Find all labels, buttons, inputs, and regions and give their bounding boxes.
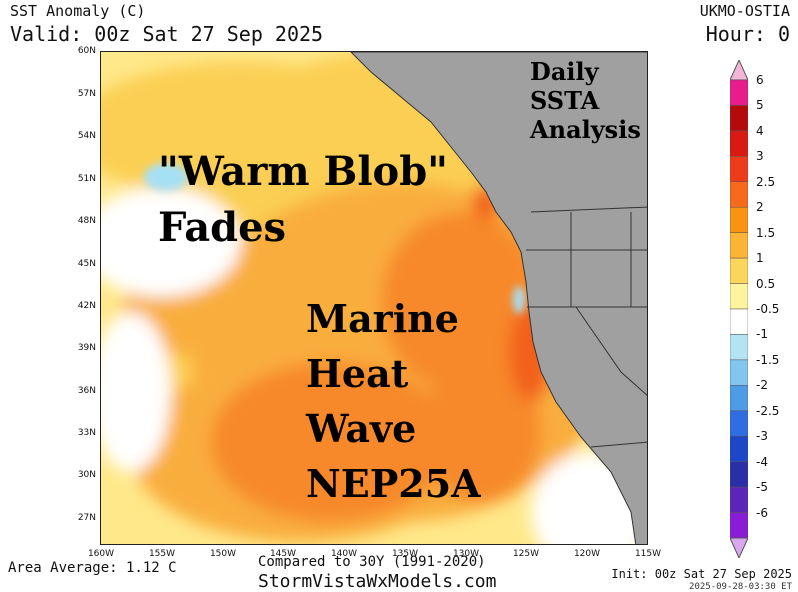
colorbar-segment [730, 435, 748, 462]
colorbar-label: -3 [756, 429, 768, 444]
warm-blob-annotation: "Warm Blob" [158, 148, 449, 195]
anomaly-field-warm3b [381, 212, 541, 392]
lon-label: 160W [87, 549, 115, 559]
lon-label: 120W [573, 549, 601, 559]
colorbar-segment [730, 410, 748, 437]
colorbar-label: 1 [756, 251, 764, 266]
lon-label: 130W [452, 549, 480, 559]
state-borders [526, 206, 647, 448]
colorbar-label: -1.5 [756, 352, 780, 367]
colorbar-top-cap [730, 60, 748, 81]
site-name: StormVistaWxModels.com [258, 571, 497, 592]
mhw-annotation-line: Wave [306, 406, 417, 451]
area-average: Area Average: 1.12 C [8, 560, 177, 576]
colorbar-label: -1 [756, 327, 768, 342]
colorbar-segment [730, 385, 748, 412]
lat-label: 60N [77, 46, 96, 56]
anomaly-field-neutral-b [101, 312, 171, 472]
colorbar-label: -0.5 [756, 302, 780, 316]
anomaly-field-neutral [101, 187, 241, 297]
colorbar-segment [730, 486, 748, 513]
lon-label: 115W [634, 549, 662, 559]
data-source: UKMO-OSTIA [699, 2, 790, 20]
map-graphic [101, 52, 647, 544]
lon-label: 155W [148, 549, 176, 559]
mhw-annotation-line: NEP25A [306, 461, 481, 506]
colorbar-segment [730, 283, 748, 310]
init-time: Init: 00z Sat 27 Sep 2025 [611, 567, 792, 581]
lon-label: 135W [391, 549, 419, 559]
colorbar-segment [730, 105, 748, 132]
colorbar [730, 60, 748, 558]
daily-line: Analysis [530, 114, 641, 144]
lat-label: 27N [77, 513, 96, 523]
daily-line: Daily [530, 57, 599, 86]
colorbar-label: 0.5 [756, 276, 776, 291]
colorbar-segment [730, 308, 748, 335]
lat-label: 45N [77, 259, 96, 269]
mhw-annotation-line: Heat [306, 351, 409, 396]
lon-label: 150W [209, 549, 237, 559]
chart-title: SST Anomaly (C) [10, 2, 146, 20]
lat-label: 36N [77, 386, 96, 396]
generated-timestamp: 2025-09-28-03:30 ET [689, 582, 792, 592]
sst-anomaly-map [100, 51, 648, 545]
anomaly-field-warm3c [421, 362, 541, 502]
colorbar-label: -4 [756, 454, 768, 469]
anomaly-field-warm3 [211, 362, 451, 522]
lat-label: 48N [77, 216, 96, 226]
colorbar-label: 2.5 [756, 174, 776, 189]
lat-label: 30N [77, 470, 96, 480]
colorbar-label: 6 [756, 73, 764, 87]
lat-label: 39N [77, 343, 96, 353]
lat-label: 57N [77, 89, 96, 99]
colorbar-segment [730, 461, 748, 488]
lat-label: 51N [77, 174, 96, 184]
lat-label: 54N [77, 131, 96, 141]
colorbar-label: -2.5 [756, 403, 780, 418]
lon-label: 140W [330, 549, 358, 559]
colorbar-label: 3 [756, 149, 764, 164]
colorbar-label: 1.5 [756, 225, 776, 240]
colorbar-segment [730, 257, 748, 284]
colorbar-segment [730, 156, 748, 183]
colorbar-segment [730, 181, 748, 208]
anomaly-field-cool-b [513, 286, 525, 314]
colorbar-label: 4 [756, 123, 764, 138]
colorbar-label: -5 [756, 480, 768, 495]
colorbar-segment [730, 334, 748, 361]
lat-label: 42N [77, 301, 96, 311]
colorbar-segment [730, 206, 748, 233]
colorbar-segment [730, 130, 748, 157]
valid-time: Valid: 00z Sat 27 Sep 2025 [10, 22, 324, 46]
climatology-note: Compared to 30Y (1991-2020) [258, 554, 486, 570]
colorbar-label: 2 [756, 200, 764, 215]
lat-label: 33N [77, 428, 96, 438]
colorbar-segment [730, 79, 748, 106]
anomaly-field-cool [144, 163, 188, 191]
colorbar-label: -6 [756, 505, 768, 520]
daily-line: SSTA [530, 85, 600, 115]
lon-label: 145W [269, 549, 297, 559]
colorbar-bottom-cap [730, 537, 748, 558]
warm-blob-annotation-fades: Fades [158, 204, 287, 251]
colorbar-label: -2 [756, 378, 768, 393]
colorbar-segment [730, 359, 748, 386]
colorbar-segment [730, 512, 748, 539]
mhw-annotation-line: Marine [306, 296, 459, 341]
colorbar-label: 5 [756, 98, 764, 113]
colorbar-segment [730, 232, 748, 259]
daily-ssta-annotation: Daily SSTA Analysis [530, 57, 641, 144]
lon-label: 125W [512, 549, 540, 559]
forecast-hour: Hour: 0 [705, 22, 790, 46]
land-north-america [350, 52, 647, 544]
